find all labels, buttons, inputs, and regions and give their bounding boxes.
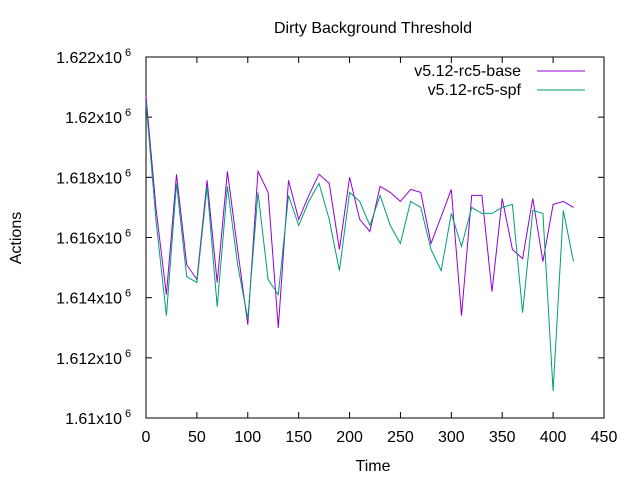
- y-tick-label: 1.618x10: [56, 170, 122, 187]
- legend-label: v5.12-rc5-spf: [428, 82, 522, 99]
- y-tick-mantissa: 1.622x10: [56, 50, 122, 67]
- x-tick-label: 0: [142, 429, 151, 446]
- y-tick-exponent: 6: [125, 228, 131, 240]
- legend-label: v5.12-rc5-base: [414, 63, 521, 80]
- x-axis: 0 50 100 150 200 250 300 350 400 450: [142, 57, 618, 446]
- y-tick-label: 1.614x10: [56, 291, 122, 308]
- y-tick-mantissa: 1.614x10: [56, 291, 122, 308]
- series-layer: [145, 96, 574, 391]
- y-tick-exponent: 6: [125, 107, 131, 119]
- x-tick-label: 450: [591, 429, 618, 446]
- y-axis-label: Actions: [8, 212, 25, 264]
- chart-title: Dirty Background Threshold: [274, 20, 472, 37]
- y-tick-label: 1.62x10: [65, 110, 122, 127]
- y-tick-exponent: 6: [125, 408, 131, 420]
- y-tick-label: 1.616x10: [56, 231, 122, 248]
- y-tick-mantissa: 1.618x10: [56, 170, 122, 187]
- x-tick-label: 200: [336, 429, 363, 446]
- legend: v5.12-rc5-base v5.12-rc5-spf: [414, 63, 585, 99]
- y-tick-mantissa: 1.616x10: [56, 231, 122, 248]
- x-tick-label: 400: [540, 429, 567, 446]
- series-line-base: [145, 96, 574, 328]
- x-tick-label: 100: [234, 429, 261, 446]
- x-axis-label: Time: [356, 458, 391, 475]
- x-tick-label: 300: [438, 429, 465, 446]
- y-axis: 1.61x10 61.612x10 61.614x10 61.616x10 61.618…: [56, 47, 604, 428]
- y-tick-label: 1.612x10: [56, 351, 122, 368]
- y-tick-exponent: 6: [125, 288, 131, 300]
- x-tick-label: 250: [387, 429, 414, 446]
- y-tick-label: 1.61x10: [65, 411, 122, 428]
- y-tick-mantissa: 1.612x10: [56, 351, 122, 368]
- plot-border: [145, 56, 605, 419]
- y-tick-exponent: 6: [125, 167, 131, 179]
- y-tick-mantissa: 1.61x10: [65, 411, 122, 428]
- y-tick-exponent: 6: [125, 348, 131, 360]
- x-tick-label: 50: [188, 429, 206, 446]
- x-tick-label: 350: [489, 429, 516, 446]
- plot-frame: [145, 56, 605, 419]
- x-tick-label: 150: [285, 429, 312, 446]
- y-tick-exponent: 6: [125, 47, 131, 59]
- y-tick-mantissa: 1.62x10: [65, 110, 122, 127]
- y-tick-label: 1.622x10: [56, 50, 122, 67]
- series-line-spf: [145, 102, 574, 391]
